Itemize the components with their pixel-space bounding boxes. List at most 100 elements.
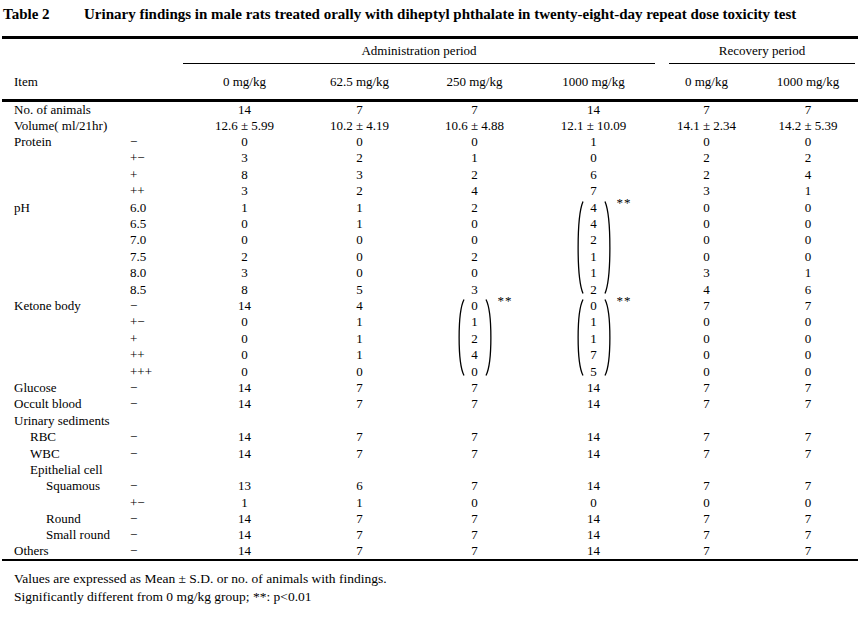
value-cell: 0 [655,133,758,149]
footnote-values: Values are expressed as Mean ± S.D. or n… [14,570,860,588]
value-cell: 0 [417,215,532,231]
value-cell: 4 [302,297,417,313]
table-row: Squamous−13671477 [2,478,858,494]
value-cell: 0 [655,346,758,362]
value-cell: 3 [302,166,417,182]
row-grade-label: ++ [130,346,187,362]
value-cell: 7 [417,428,532,444]
value-cell: 14.1 ± 2.34 [655,117,758,133]
value-cell: 0 [302,248,417,264]
value-cell [417,461,532,477]
value-cell: 0 [758,363,858,379]
value-cell: 1 [417,314,532,330]
header-spacer [2,38,187,68]
value-cell: 12.6 ± 5.99 [187,117,302,133]
row-grade-label: 8.0 [130,265,187,281]
value-cell: 14 [187,379,302,395]
value-cell: 0 [655,330,758,346]
row-item-label: pH [2,199,130,215]
value-cell: 7 [417,543,532,559]
row-grade-label: − [130,297,187,313]
row-grade-label: 6.5 [130,215,187,231]
value-cell: 0 [417,494,532,510]
table-row: ++014700 [2,346,858,362]
value-cell: 2 [302,150,417,166]
table-row: +−321022 [2,150,858,166]
row-grade-label: +++ [130,363,187,379]
row-item-label: Occult blood [2,396,130,412]
dose-header-recovery-1000: 1000 mg/kg [758,68,858,101]
value-cell: 7 [655,428,758,444]
row-item-label: Round [2,510,130,526]
row-item-label [2,232,130,248]
value-cell [302,461,417,477]
row-item-label: Protein [2,133,130,149]
value-cell: 0 [302,363,417,379]
value-cell: 1 [532,314,655,330]
value-cell: 12.1 ± 10.09 [532,117,655,133]
value-cell: 2 [655,150,758,166]
row-grade-label: − [130,396,187,412]
value-cell: 0 [758,133,858,149]
value-cell: 0 [655,215,758,231]
value-cell: 1 [302,314,417,330]
value-cell: 14 [532,527,655,543]
value-cell: 2 [302,183,417,199]
value-cell: 1 [532,133,655,149]
value-cell: 0 [758,346,858,362]
table-row: Small round−14771477 [2,527,858,543]
value-cell: 4 [417,183,532,199]
table-row: Occult blood−14771477 [2,396,858,412]
value-cell: 0 [655,314,758,330]
row-grade-label: +− [130,150,187,166]
urinary-findings-table: Administration period Recovery period It… [2,36,858,561]
dose-header-admin-250: 250 mg/kg [417,68,532,101]
value-cell: 0 [302,265,417,281]
value-cell: 0 [655,232,758,248]
value-cell: 7 [532,183,655,199]
value-cell: 6 [532,166,655,182]
footnote-significance: Significantly different from 0 mg/kg gro… [14,588,860,606]
value-cell: 2 [417,330,532,346]
row-grade-label: − [130,510,187,526]
value-cell: 7 [655,396,758,412]
value-cell: 0 [187,232,302,248]
value-cell: 0 [187,330,302,346]
value-cell: 2 [187,248,302,264]
row-grade-label [130,461,187,477]
value-cell: 3 [655,183,758,199]
value-cell [655,412,758,428]
dose-header-admin-0: 0 mg/kg [187,68,302,101]
table-body: No. of animals14771477Volume( ml/21hr)12… [2,101,858,560]
value-cell: 8 [187,281,302,297]
value-cell: 0 [758,494,858,510]
row-item-label: Others [2,543,130,559]
value-cell: 14 [187,297,302,313]
table-row: Protein−000100 [2,133,858,149]
value-cell: 7 [655,527,758,543]
table-row: 6.5010400 [2,215,858,231]
recovery-period-label: Recovery period [669,43,855,64]
value-cell: 7 [758,379,858,395]
row-grade-label: +− [130,494,187,510]
value-cell: 0 [655,363,758,379]
value-cell: 7 [302,445,417,461]
value-cell: 7 [532,346,655,362]
value-cell [532,412,655,428]
footnotes: Values are expressed as Mean ± S.D. or n… [14,570,860,606]
value-cell: 0 [187,215,302,231]
value-cell: 0 [417,265,532,281]
table-row: Urinary sediments [2,412,858,428]
value-cell: 0 [758,248,858,264]
value-cell: 2 [417,199,532,215]
value-cell: 0 [758,199,858,215]
table-title: Urinary findings in male rats treated or… [84,5,854,24]
value-cell: 0 [655,199,758,215]
value-cell: 7 [655,297,758,313]
value-cell: 6 [302,478,417,494]
row-grade-label: ++ [130,183,187,199]
value-cell: 7 [655,478,758,494]
table-row: ++324731 [2,183,858,199]
value-cell [655,461,758,477]
value-cell: 0 [302,232,417,248]
